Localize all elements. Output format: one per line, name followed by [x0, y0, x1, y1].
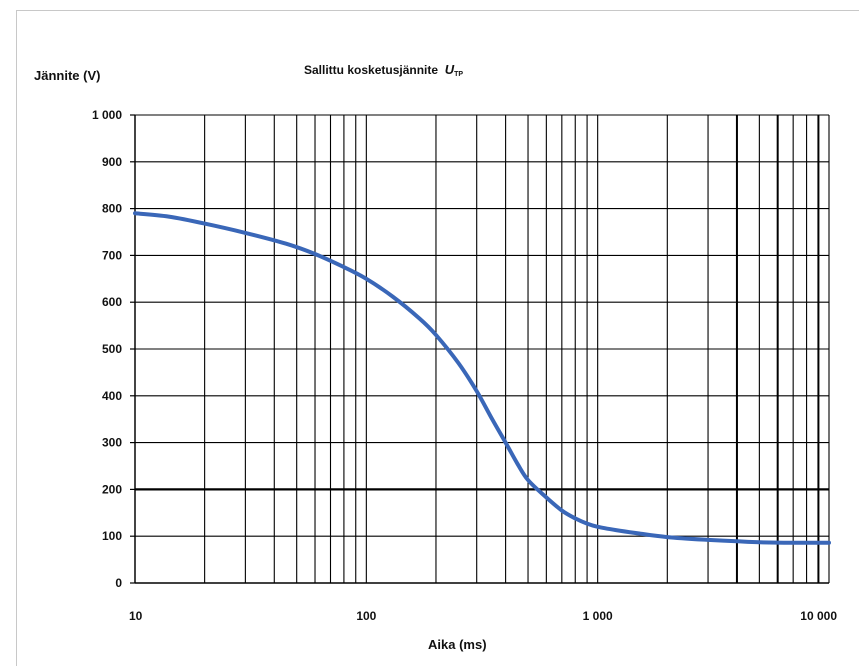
- y-tick-label: 1 000: [92, 108, 122, 122]
- series-group: [133, 211, 831, 545]
- chart-frame: [16, 10, 859, 666]
- y-tick-label: 900: [102, 155, 122, 169]
- chart-title-subscript: TP: [454, 71, 464, 78]
- x-tick-label: 10: [129, 609, 143, 623]
- x-tick-label: 100: [356, 609, 376, 623]
- y-tick-label: 500: [102, 342, 122, 356]
- y-tick-label: 800: [102, 202, 122, 216]
- chart-title-text: Sallittu kosketusjännite: [304, 63, 439, 77]
- x-tick-label: 1 000: [583, 609, 613, 623]
- x-tick-labels: 10 100 1 000 10 000: [129, 609, 837, 623]
- y-tick-label: 700: [102, 248, 122, 262]
- y-tick-label: 400: [102, 389, 122, 403]
- grid-lines: [130, 114, 830, 584]
- x-axis-label: Aika (ms): [428, 637, 487, 652]
- y-axis-label: Jännite (V): [34, 68, 101, 83]
- y-tick-label: 0: [115, 576, 122, 590]
- y-tick-labels: 0 100 200 300 400 500 600 700 800 900 1 000: [92, 108, 122, 590]
- chart-title-symbol: U: [444, 62, 455, 77]
- y-tick-label: 100: [102, 529, 122, 543]
- series-line-0: [133, 211, 831, 545]
- y-tick-label: 300: [102, 436, 122, 450]
- x-tick-label: 10 000: [800, 609, 837, 623]
- chart-title: Sallittu kosketusjännite UTP: [304, 62, 463, 78]
- y-tick-label: 600: [102, 295, 122, 309]
- y-tick-label: 200: [102, 482, 122, 496]
